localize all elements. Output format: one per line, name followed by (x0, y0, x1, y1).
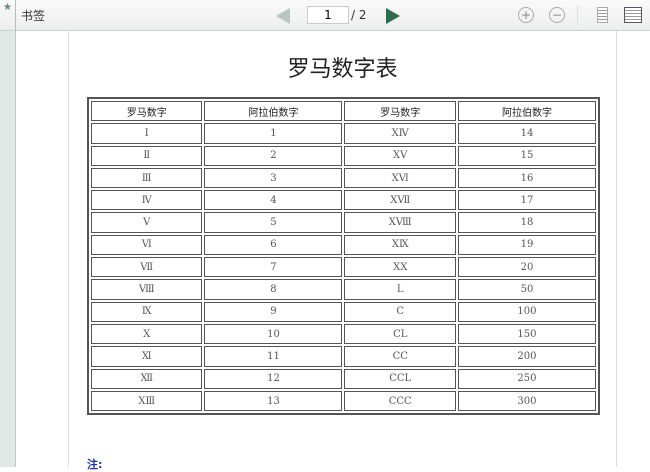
bookmark-panel (0, 31, 16, 467)
table-cell: 7 (204, 257, 343, 278)
table-row: Ⅷ 8 L 50 (91, 279, 596, 300)
table-row: Ⅰ 1 ⅩⅣ 14 (91, 123, 596, 144)
table-cell: Ⅻ (91, 368, 203, 389)
table-cell: 15 (457, 145, 596, 166)
table-cell: CCC (344, 390, 456, 412)
table-cell: CC (344, 346, 456, 367)
table-row: Ⅹ 10 CL 150 (91, 323, 596, 345)
bookmark-label[interactable]: 书签 (21, 9, 46, 23)
table-cell: Ⅸ (91, 301, 203, 322)
table-cell: 100 (457, 301, 596, 322)
table-cell: ⅩⅥ (344, 167, 456, 189)
table-cell: ⅩⅣ (344, 123, 456, 144)
page-title: 罗马数字表 (287, 57, 398, 82)
table-cell: 300 (457, 390, 596, 412)
note-label: 注: (87, 458, 103, 471)
table-cell: 14 (457, 123, 596, 144)
table-cell: 1 (204, 123, 343, 144)
table-cell: 19 (457, 234, 596, 256)
table-cell: 2 (204, 145, 343, 166)
table-cell: 20 (457, 257, 596, 278)
table-row: Ⅶ 7 ⅩⅩ 20 (91, 257, 596, 278)
column-header: 阿拉伯数字 (457, 101, 596, 122)
table-cell: Ⅷ (91, 279, 203, 300)
table-cell: 3 (204, 167, 343, 189)
document-page: 罗马数字表 罗马数字 阿拉伯数字 罗马数字 阿拉伯数字 Ⅰ 1 ⅩⅣ 14 Ⅱ 2 ⅩⅤ 15 Ⅲ 3 ⅩⅥ… (68, 31, 617, 471)
table-cell: 17 (457, 190, 596, 211)
table-cell: 10 (204, 323, 343, 345)
table-cell: 5 (204, 212, 343, 233)
table-cell: 150 (457, 323, 596, 345)
table-row: ⅩⅢ 13 CCC 300 (91, 390, 596, 412)
table-row: Ⅴ 5 ⅩⅧ 18 (91, 212, 596, 233)
zoom-out-icon[interactable]: − (549, 7, 565, 23)
table-cell: ⅩⅦ (344, 190, 456, 211)
table-cell: 200 (457, 346, 596, 367)
table-cell: L (344, 279, 456, 300)
table-cell: Ⅵ (91, 234, 203, 256)
divider (577, 5, 578, 25)
table-cell: Ⅴ (91, 212, 203, 233)
single-page-view-icon[interactable] (597, 7, 608, 23)
table-cell: ⅩⅢ (91, 390, 203, 412)
table-cell: Ⅰ (91, 123, 203, 144)
table-cell: 50 (457, 279, 596, 300)
page-number-input[interactable]: 1 (307, 6, 349, 24)
table-cell: Ⅲ (91, 167, 203, 189)
table-header: 罗马数字 阿拉伯数字 罗马数字 阿拉伯数字 (91, 101, 596, 122)
table-cell: 9 (204, 301, 343, 322)
table-row: Ⅳ 4 ⅩⅦ 17 (91, 190, 596, 211)
bookmark-tab[interactable]: ★ (0, 0, 16, 31)
table-row: Ⅸ 9 C 100 (91, 301, 596, 322)
previous-page-icon[interactable] (276, 8, 290, 24)
column-header: 罗马数字 (344, 101, 456, 122)
table-cell: C (344, 301, 456, 322)
page-total: / 2 (351, 8, 367, 22)
table-cell: 12 (204, 368, 343, 389)
table-row: Ⅲ 3 ⅩⅥ 16 (91, 167, 596, 189)
zoom-in-icon[interactable]: + (518, 7, 534, 23)
table-cell: Ⅹ (91, 323, 203, 345)
column-header: 罗马数字 (91, 101, 203, 122)
table-cell: 18 (457, 212, 596, 233)
column-header: 阿拉伯数字 (204, 101, 343, 122)
toolbar: ★ 书签 1 / 2 + − (0, 0, 650, 31)
roman-numeral-table: 罗马数字 阿拉伯数字 罗马数字 阿拉伯数字 Ⅰ 1 ⅩⅣ 14 Ⅱ 2 ⅩⅤ 15 Ⅲ 3 ⅩⅥ 16 Ⅳ 4 ⅩⅦ… (87, 97, 600, 416)
table-cell: ⅩⅨ (344, 234, 456, 256)
table-cell: 8 (204, 279, 343, 300)
table-cell: Ⅶ (91, 257, 203, 278)
table-cell: Ⅳ (91, 190, 203, 211)
table-row: Ⅱ 2 ⅩⅤ 15 (91, 145, 596, 166)
next-page-icon[interactable] (386, 8, 400, 24)
table-cell: 16 (457, 167, 596, 189)
table-cell: Ⅺ (91, 346, 203, 367)
two-page-view-icon[interactable] (624, 7, 642, 23)
table-cell: 250 (457, 368, 596, 389)
table-cell: ⅩⅤ (344, 145, 456, 166)
table-cell: ⅩⅩ (344, 257, 456, 278)
table-row: Ⅻ 12 CCL 250 (91, 368, 596, 389)
table-cell: 11 (204, 346, 343, 367)
table-row: Ⅺ 11 CC 200 (91, 346, 596, 367)
table-cell: 4 (204, 190, 343, 211)
table-cell: Ⅱ (91, 145, 203, 166)
star-icon: ★ (3, 2, 12, 13)
table-row: Ⅵ 6 ⅩⅨ 19 (91, 234, 596, 256)
table-cell: 13 (204, 390, 343, 412)
table-cell: ⅩⅧ (344, 212, 456, 233)
table-cell: 6 (204, 234, 343, 256)
table-cell: CL (344, 323, 456, 345)
table-cell: CCL (344, 368, 456, 389)
